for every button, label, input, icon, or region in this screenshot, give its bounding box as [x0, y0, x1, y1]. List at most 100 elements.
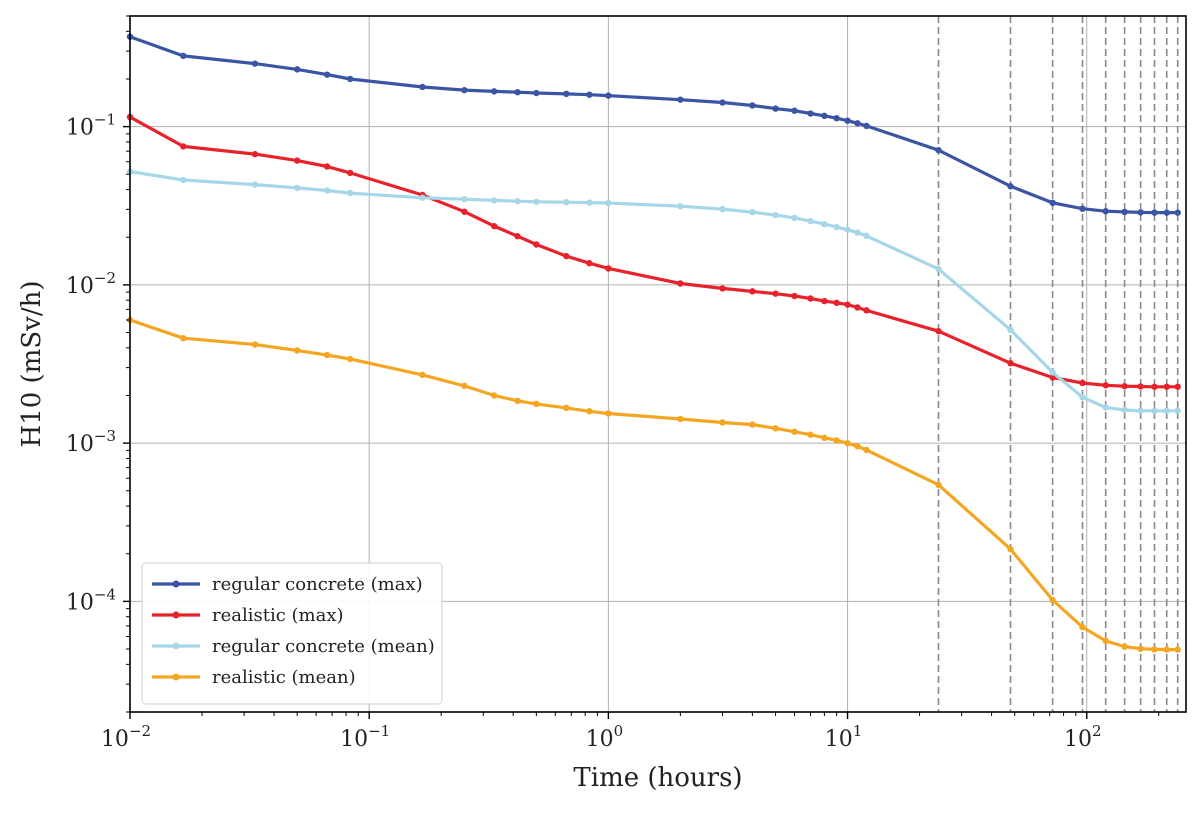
data-point [833, 223, 840, 231]
data-point [677, 96, 684, 103]
data-point [935, 327, 942, 335]
data-point [347, 169, 354, 177]
data-point [1102, 404, 1109, 411]
data-point [605, 92, 612, 99]
data-point [251, 150, 259, 158]
data-point [844, 439, 851, 447]
data-point [586, 408, 593, 415]
data-point [419, 371, 426, 379]
data-point [1007, 326, 1014, 334]
data-point [719, 99, 726, 106]
data-point [821, 112, 828, 120]
data-point [772, 290, 779, 297]
legend: regular concrete (max) realistic (max) reg… [141, 562, 443, 705]
legend-box [141, 562, 443, 705]
data-point [180, 176, 187, 184]
data-point [719, 419, 726, 426]
data-point [863, 307, 870, 314]
data-point [323, 187, 331, 194]
legend-marker [172, 673, 180, 681]
legend-marker [172, 580, 180, 588]
data-point [514, 397, 521, 405]
data-point [1151, 407, 1158, 415]
y-tick-exponent: −4 [94, 585, 116, 603]
y-tick-exponent: −3 [94, 427, 116, 445]
data-point [807, 295, 814, 302]
x-tick-label: 10−2 [101, 722, 151, 752]
data-point [347, 355, 354, 363]
data-point [563, 198, 570, 206]
data-point [533, 400, 540, 408]
data-point [1151, 209, 1158, 216]
data-point [1163, 209, 1170, 216]
data-point [677, 415, 684, 423]
data-point [1137, 209, 1144, 216]
data-point [1079, 205, 1086, 212]
data-point [490, 88, 498, 95]
data-point [791, 292, 798, 300]
legend-label: realistic (max) [212, 605, 344, 626]
data-point [1102, 382, 1109, 389]
data-point [749, 102, 756, 109]
data-point [563, 404, 570, 412]
data-point [935, 146, 942, 154]
data-point [677, 203, 684, 210]
y-tick-label: 10−3 [66, 427, 116, 457]
data-point [323, 351, 331, 359]
data-point [1137, 645, 1144, 652]
data-point [719, 285, 726, 292]
data-point [863, 122, 870, 130]
data-point [1079, 623, 1086, 631]
data-point [293, 66, 301, 73]
data-point [605, 199, 612, 207]
series-group [126, 33, 1181, 653]
data-point [1174, 407, 1181, 415]
data-point [854, 304, 861, 311]
data-point [347, 75, 354, 83]
y-tick-label: 10−1 [66, 111, 116, 141]
data-point [1007, 545, 1014, 553]
data-point [807, 217, 814, 225]
data-point [1151, 646, 1158, 653]
data-point [293, 347, 301, 354]
data-point [772, 425, 779, 432]
data-point [419, 194, 426, 201]
data-point [586, 199, 593, 206]
data-point [833, 115, 840, 122]
data-point [419, 83, 426, 91]
data-point [251, 60, 259, 67]
data-point [1151, 383, 1158, 390]
data-point [1079, 379, 1086, 387]
data-point [833, 299, 840, 307]
data-point [1049, 596, 1056, 604]
data-point [1007, 359, 1014, 367]
data-point [791, 428, 798, 435]
data-point [251, 341, 259, 348]
data-point [180, 143, 187, 150]
data-point [1163, 383, 1170, 390]
data-point [490, 392, 498, 399]
data-point [533, 198, 540, 205]
data-point [1102, 208, 1109, 215]
x-tick-label: 101 [825, 722, 863, 752]
data-point [749, 208, 756, 216]
data-point [293, 157, 301, 164]
x-tick-label: 10−1 [340, 722, 390, 752]
series-realistic-max- [126, 113, 1181, 390]
data-point [854, 443, 861, 450]
data-point [1121, 406, 1128, 414]
data-point [605, 265, 612, 272]
data-point [533, 89, 540, 97]
data-point [533, 241, 540, 248]
data-point [180, 335, 187, 342]
data-point [854, 120, 861, 127]
data-point [1121, 382, 1128, 390]
data-point [749, 288, 756, 295]
data-point [1102, 637, 1109, 645]
x-tick-label: 102 [1064, 722, 1102, 752]
x-tick-exponent: −2 [129, 722, 151, 740]
data-point [821, 220, 828, 228]
data-point [586, 91, 593, 98]
